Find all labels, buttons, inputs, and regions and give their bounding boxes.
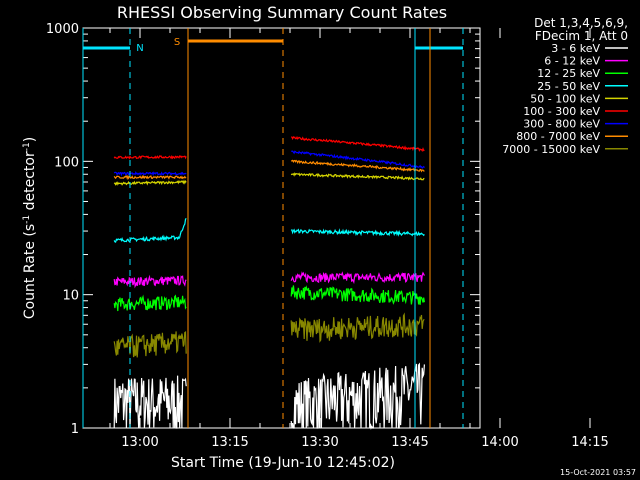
tick-layer: 1 10 100 1000 13:00 13:15 13:30 13:45 14:00 14:15 <box>46 22 609 450</box>
series-line <box>113 174 187 181</box>
series-line <box>113 375 187 429</box>
series-line <box>290 150 425 169</box>
series-line <box>113 294 187 312</box>
series-line <box>290 228 425 237</box>
legend-label: 50 - 100 keV <box>530 92 600 105</box>
footer-date: 15-Oct-2021 03:57 <box>560 468 636 477</box>
series-line <box>290 172 425 181</box>
series-line <box>113 154 187 160</box>
legend-label: 800 - 7000 keV <box>516 130 600 143</box>
series-line <box>113 330 187 358</box>
x-tick-label: 14:15 <box>571 435 608 450</box>
legend-label: 300 - 800 keV <box>523 118 600 131</box>
series-line <box>290 159 425 173</box>
legend-label: 100 - 300 keV <box>523 105 600 118</box>
series-line <box>113 217 187 243</box>
y-tick-label: 100 <box>54 155 79 170</box>
x-tick-label: 14:00 <box>481 435 518 450</box>
data-layer <box>113 135 425 430</box>
series-line <box>290 285 425 305</box>
flag-layer: NS <box>82 28 464 428</box>
legend-label: 6 - 12 keV <box>544 55 600 68</box>
x-tick-label: 13:15 <box>211 435 248 450</box>
y-tick-label: 10 <box>62 289 79 304</box>
legend-header-line-2: FDecim 1, Att 0 <box>535 29 628 43</box>
x-tick-label: 13:00 <box>121 435 158 450</box>
legend-header-line-1: Det 1,3,4,5,6,9, <box>534 16 628 30</box>
series-line <box>113 274 187 289</box>
x-tick-label: 13:45 <box>391 435 428 450</box>
x-tick-label: 13:30 <box>301 435 338 450</box>
y-tick-label: 1000 <box>46 22 79 37</box>
series-line <box>113 179 187 186</box>
series-line <box>290 362 425 430</box>
series-line <box>113 171 187 177</box>
y-tick-label: 1 <box>71 422 79 437</box>
legend-label: 7000 - 15000 keV <box>502 143 600 156</box>
legend-label: 3 - 6 keV <box>551 42 600 55</box>
chart-title: RHESSI Observing Summary Count Rates <box>117 3 447 22</box>
flag-label-s: S <box>174 37 180 48</box>
legend-label: 12 - 25 keV <box>537 67 600 80</box>
series-line <box>290 312 425 343</box>
x-axis-label: Start Time (19-Jun-10 12:45:02) <box>171 455 395 471</box>
flag-label-n: N <box>136 43 143 54</box>
legend-label: 25 - 50 keV <box>537 80 600 93</box>
series-line <box>290 135 425 153</box>
y-axis-label: Count Rate (s-1 detector-1) <box>22 137 38 319</box>
series-line <box>290 271 425 285</box>
